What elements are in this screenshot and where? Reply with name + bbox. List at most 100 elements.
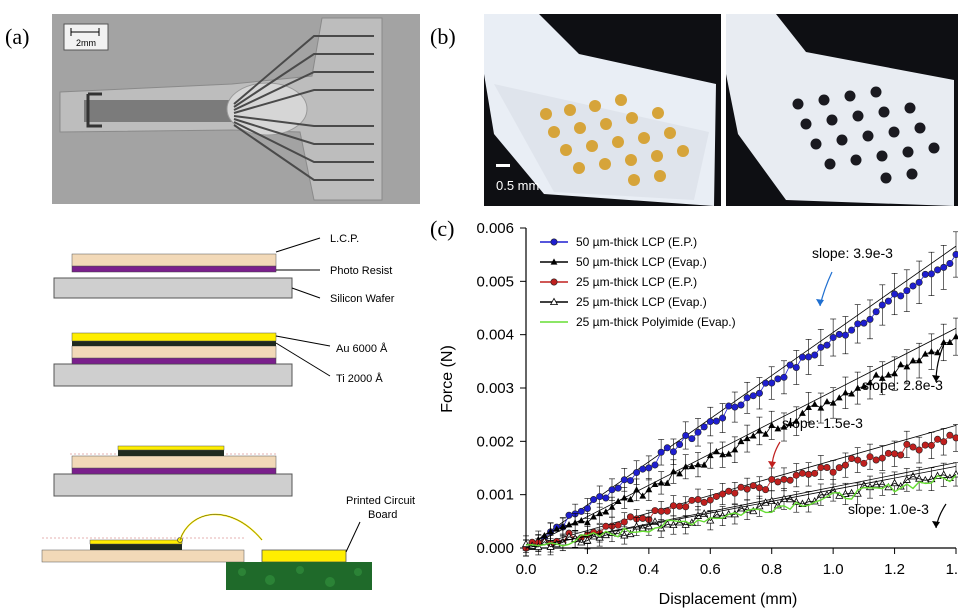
slope-arrowhead xyxy=(816,299,824,306)
series-0 xyxy=(522,231,958,557)
data-point xyxy=(946,338,954,345)
slope-label: slope: 3.9e-3 xyxy=(812,245,893,261)
data-point xyxy=(694,461,702,468)
data-point xyxy=(550,238,558,246)
y-tick-label: 0.004 xyxy=(476,327,514,344)
data-point xyxy=(823,398,831,405)
y-tick-label: 0.003 xyxy=(476,380,514,397)
data-point xyxy=(780,423,788,430)
slope-arrowhead xyxy=(932,521,940,528)
slope-annotation: slope: 1.5e-3 xyxy=(768,415,863,469)
legend-label: 25 µm-thick LCP (E.P.) xyxy=(576,275,697,289)
chart-series-layer xyxy=(521,231,958,557)
data-point xyxy=(706,451,714,459)
process-step-4: Printed Circuit Board xyxy=(41,495,415,590)
series-line xyxy=(525,474,957,547)
legend-entry: 50 µm-thick LCP (Evap.) xyxy=(540,255,707,269)
legend-label: 25 µm-thick LCP (Evap.) xyxy=(576,295,707,309)
series-connector xyxy=(525,336,957,549)
series-3 xyxy=(521,462,958,556)
process-step-3 xyxy=(53,445,293,497)
legend-entry: 50 µm-thick LCP (E.P.) xyxy=(540,235,697,249)
y-tick-label: 0.001 xyxy=(476,487,514,504)
data-point xyxy=(549,297,559,305)
y-tick-label: 0.006 xyxy=(476,220,514,237)
data-point xyxy=(940,338,948,346)
series-4 xyxy=(525,466,957,549)
data-point xyxy=(719,451,726,458)
label-pcb-line1: Printed Circuit xyxy=(346,495,415,507)
data-point xyxy=(590,513,597,520)
x-tick-label: 0.2 xyxy=(577,561,598,578)
data-point xyxy=(816,490,825,498)
data-point xyxy=(928,348,935,355)
data-point xyxy=(657,479,665,486)
legend-label: 50 µm-thick LCP (E.P.) xyxy=(576,235,697,249)
series-connector xyxy=(525,474,957,548)
slope-annotation: slope: 2.8e-3 xyxy=(862,343,945,393)
process-step-1: L.C.P. Photo Resist Silicon Wafer xyxy=(53,233,395,305)
data-point xyxy=(644,521,653,530)
chart-axes: 0.0 0.2 0.4 0.6 0.8 1.0 1.2 1.4 0.000 0.001 0.002 0… xyxy=(476,220,958,578)
data-point xyxy=(670,468,677,475)
data-point xyxy=(712,510,721,518)
data-point xyxy=(571,519,579,526)
slope-label: slope: 2.8e-3 xyxy=(862,377,943,393)
data-point xyxy=(939,470,948,478)
data-point xyxy=(577,516,585,524)
legend-label: 25 µm-thick Polyimide (Evap.) xyxy=(576,315,736,329)
scale-bar-label-a: 2mm xyxy=(76,38,96,48)
slope-label: slope: 1.0e-3 xyxy=(848,501,929,517)
data-point xyxy=(860,382,868,389)
data-point xyxy=(878,374,886,381)
data-point xyxy=(737,437,745,445)
data-point xyxy=(550,278,558,286)
label-pcb-line2: Board xyxy=(368,509,397,521)
electrode-pad-photo-gold: 0.5 mm xyxy=(484,14,721,206)
data-point xyxy=(550,258,558,265)
data-point xyxy=(736,504,746,512)
x-tick-label: 0.8 xyxy=(761,561,782,578)
x-tick-label: 1.2 xyxy=(884,561,905,578)
label-ti: Ti 2000 Å xyxy=(336,372,383,385)
slope-arrowhead xyxy=(768,461,776,468)
y-axis-label: Force (N) xyxy=(439,345,456,413)
data-point xyxy=(521,539,531,548)
series-connector xyxy=(525,434,957,549)
electrode-pad-photo-open xyxy=(726,14,958,206)
data-point xyxy=(602,508,610,515)
x-tick-label: 0.0 xyxy=(516,561,537,578)
series-1 xyxy=(522,317,958,557)
slope-annotation: slope: 1.0e-3 xyxy=(848,501,947,529)
label-photoresist: Photo Resist xyxy=(330,265,392,277)
legend-label: 50 µm-thick LCP (Evap.) xyxy=(576,255,707,269)
y-tick-label: 0.002 xyxy=(476,433,514,450)
data-point xyxy=(583,536,592,544)
chart-legend: 50 µm-thick LCP (E.P.) 50 µm-thick LCP (E… xyxy=(540,235,736,329)
fabrication-process-diagram: L.C.P. Photo Resist Silicon Wafer Au 600… xyxy=(41,233,415,590)
x-axis-label: Displacement (mm) xyxy=(659,591,798,608)
force-displacement-chart: 0.0 0.2 0.4 0.6 0.8 1.0 1.2 1.4 0.000 0.001 0.002 0… xyxy=(439,220,958,608)
x-tick-label: 1.4 xyxy=(946,561,958,578)
label-lcp: L.C.P. xyxy=(330,233,359,245)
legend-entry: 25 µm-thick LCP (Evap.) xyxy=(540,295,707,309)
data-point xyxy=(847,488,856,497)
process-step-2: Au 6000 Å Ti 2000 Å xyxy=(53,332,388,387)
data-point xyxy=(645,486,653,493)
slope-label: slope: 1.5e-3 xyxy=(782,415,863,431)
data-point xyxy=(909,357,917,364)
label-silicon-wafer: Silicon Wafer xyxy=(330,293,395,305)
data-point xyxy=(682,463,690,470)
data-point xyxy=(952,250,958,258)
data-point xyxy=(878,479,887,488)
data-point xyxy=(921,350,929,357)
series-connector xyxy=(525,254,957,549)
scale-bar-label-b: 0.5 mm xyxy=(496,178,539,193)
data-point xyxy=(897,361,905,368)
x-tick-label: 0.4 xyxy=(638,561,659,578)
x-tick-label: 0.6 xyxy=(700,561,721,578)
data-point xyxy=(688,462,696,470)
legend-entry: 25 µm-thick Polyimide (Evap.) xyxy=(540,315,736,329)
series-2 xyxy=(522,424,958,557)
chart-annotations: slope: 3.9e-3 slope: 2.8e-3 slope: 1.5e-3 s… xyxy=(768,245,947,529)
